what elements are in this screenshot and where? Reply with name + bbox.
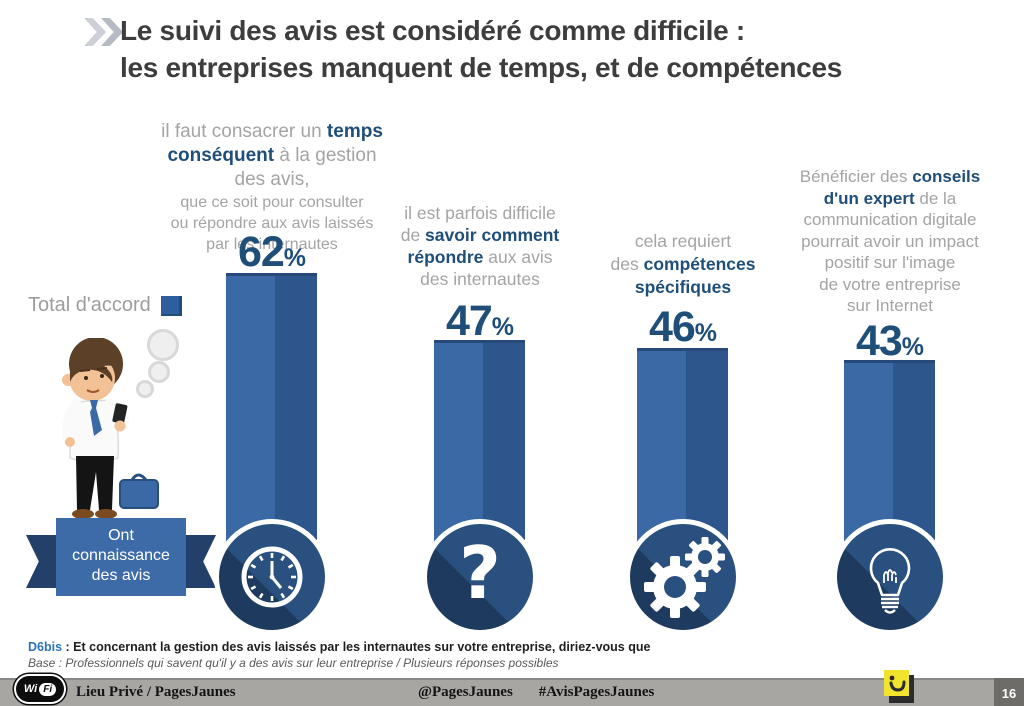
statement-time: il faut consacrer un temps conséquent à l… <box>161 121 383 253</box>
twitter-handle: @PagesJaunes <box>418 684 513 700</box>
footer-bar: Wi Fi Lieu Privé / PagesJaunes @PagesJau… <box>0 670 1024 706</box>
legend-color-swatch <box>160 295 182 316</box>
double-chevron-icon <box>84 18 106 46</box>
clock-icon <box>214 519 330 635</box>
logo-smiley-icon <box>884 670 909 696</box>
thought-bubble <box>136 380 154 398</box>
event-hashtag: #AvisPagesJaunes <box>538 684 655 700</box>
legend: Total d'accord <box>28 294 182 317</box>
statement-expert: Bénéficier des conseils d'un expert de la… <box>799 167 981 315</box>
legend-label: Total d'accord <box>28 294 151 316</box>
statement-respond: il est parfois difficile de savoir commen… <box>400 203 560 289</box>
title-line-1: Le suivi des avis est considéré comme di… <box>120 15 745 46</box>
ribbon-tail-left <box>26 535 58 588</box>
lightbulb-icon <box>832 519 948 635</box>
statement-skills: cela requiert des compétences spécifiques <box>610 231 756 297</box>
footnote: D6bis : Et concernant la gestion des avi… <box>28 640 650 670</box>
value-label-43: 43% <box>855 317 925 365</box>
page-title: Le suivi des avis est considéré comme di… <box>120 12 1000 86</box>
question-mark-icon: ? <box>422 519 538 635</box>
population-ribbon: Ont connaissance des avis <box>26 518 216 598</box>
page-number: 16 <box>994 678 1024 706</box>
wifi-logo: Wi Fi <box>16 676 64 702</box>
social-handles: @PagesJaunes #AvisPagesJaunes <box>418 684 654 701</box>
venue-label: Lieu Privé / PagesJaunes <box>76 684 236 700</box>
value-label-62: 62% <box>237 228 307 276</box>
title-line-2: les entreprises manquent de temps, et de… <box>120 52 842 83</box>
ribbon-tail-right <box>184 535 216 588</box>
pagesjaunes-logo <box>884 670 916 706</box>
ribbon-label: Ont connaissance des avis <box>56 518 186 596</box>
survey-base-note: Base : Professionnels qui savent qu'il y… <box>28 656 559 670</box>
value-label-46: 46% <box>648 303 718 351</box>
gears-icon <box>625 519 741 635</box>
thought-bubble <box>147 329 179 361</box>
question-reference: D6bis : Et concernant la gestion des avi… <box>28 640 651 654</box>
businessman-illustration <box>62 338 159 519</box>
thought-bubble <box>148 361 170 383</box>
value-label-47: 47% <box>445 297 515 345</box>
